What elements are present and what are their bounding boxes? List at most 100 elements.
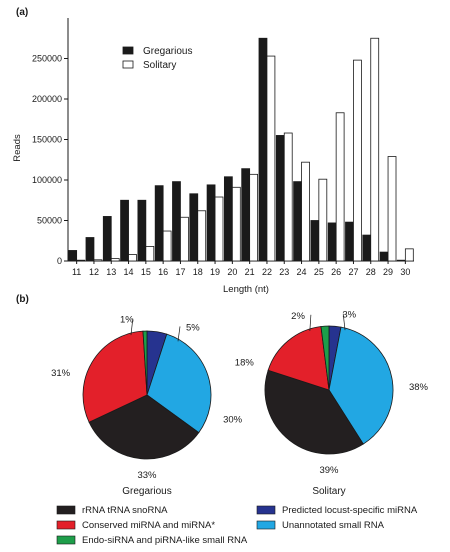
x-tick-label: 30: [400, 267, 410, 277]
pie-solitary: 39% 18% 2% 3% 38% Solitary: [235, 310, 429, 497]
pie-pct-label: 38%: [409, 382, 429, 393]
bar-gregarious-15: [137, 199, 147, 262]
y-tick-label: 250000: [32, 54, 62, 64]
x-tick-label: 17: [175, 267, 185, 277]
x-tick-label: 21: [245, 267, 255, 277]
pie-title: Gregarious: [122, 486, 171, 497]
pie-leader-line: [342, 313, 346, 331]
x-tick-label: 29: [383, 267, 393, 277]
pie-pct-label: 1%: [120, 315, 134, 326]
bar-solitary-19: [214, 196, 224, 262]
pie-title: Solitary: [312, 486, 345, 497]
y-axis-label: Reads: [12, 134, 23, 162]
x-tick-label: 23: [279, 267, 289, 277]
bar-gregarious-25: [310, 220, 320, 262]
x-tick-label: 19: [210, 267, 220, 277]
bar-gregarious-11: [68, 250, 78, 262]
bar-gregarious-18: [189, 193, 199, 262]
bar-gregarious-17: [172, 181, 181, 262]
x-tick-label: 28: [366, 267, 376, 277]
bar-solitary-13: [110, 258, 120, 262]
panel-label-a: (a): [16, 7, 28, 18]
bar-gregarious-13: [102, 216, 112, 262]
bar-solitary-25: [318, 178, 328, 262]
pie-leader-line: [130, 318, 134, 336]
bar-gregarious-20: [223, 176, 233, 262]
pie-charts: 33% 31% 1% 5% 30% Gregarious 39% 18% 2% 3% 38% Soli…: [51, 310, 428, 497]
pie-pct-label: 33%: [137, 470, 157, 481]
bar-legend: Gregarious Solitary: [122, 46, 192, 71]
x-tick-label: 18: [193, 267, 203, 277]
legend-label: Unannotated small RNA: [282, 520, 385, 531]
panel-label-b: (b): [16, 294, 29, 305]
bar-solitary-28: [370, 37, 380, 262]
y-tick-label: 100000: [32, 175, 62, 185]
bar-solitary-15: [145, 246, 155, 262]
pie-pct-label: 39%: [319, 465, 339, 476]
pie-slice-33pct: [88, 394, 200, 460]
legend-label-gregarious: Gregarious: [143, 46, 192, 57]
bar-gregarious-16: [154, 185, 164, 262]
legend-swatch-solitary: [122, 60, 134, 69]
bar-solitary-30: [404, 248, 414, 262]
bar-gregarious-23: [275, 135, 285, 262]
bar-gregarious-30: [396, 259, 406, 262]
bar-gregarious-14: [120, 199, 129, 262]
bar-gregarious-28: [362, 234, 372, 262]
bar-solitary-29: [387, 156, 397, 262]
pie-gregarious: 33% 31% 1% 5% 30% Gregarious: [51, 315, 243, 497]
x-tick-label: 14: [124, 267, 134, 277]
bar-solitary-21: [249, 173, 259, 262]
bar-gregarious-27: [345, 221, 354, 262]
x-tick-label: 27: [348, 267, 358, 277]
bar-gregarious-26: [327, 222, 337, 262]
pie-pct-label: 2%: [291, 311, 305, 322]
pie-leader-line: [309, 314, 312, 332]
x-tick-label: 24: [297, 267, 307, 277]
bar-gregarious-24: [293, 181, 302, 262]
pie-pct-label: 18%: [235, 358, 255, 369]
pie-pct-label: 5%: [186, 322, 200, 333]
pie-slice-18pct: [267, 326, 330, 391]
pie-slice-30pct: [146, 333, 212, 434]
pie-leader-line: [177, 326, 181, 342]
x-tick-label: 25: [314, 267, 324, 277]
x-tick-label: 13: [106, 267, 116, 277]
bar-solitary-26: [335, 112, 345, 262]
bar-gregarious-12: [85, 237, 95, 262]
bar-solitary-24: [301, 161, 310, 262]
pie-pct-label: 31%: [51, 368, 71, 379]
legend-label: rRNA tRNA snoRNA: [82, 505, 168, 516]
legend-label: Endo-siRNA and piRNA-like small RNA: [82, 535, 248, 546]
x-axis-label: Length (nt): [223, 284, 269, 295]
legend-swatch: [256, 520, 276, 530]
legend-swatch-gregarious: [122, 46, 134, 55]
y-tick-label: 150000: [32, 135, 62, 145]
y-tick-label: 50000: [37, 216, 62, 226]
x-tick-label: 22: [262, 267, 272, 277]
pie-slice-1pct: [142, 330, 148, 396]
bar-solitary-11: [76, 259, 86, 262]
x-tick-label: 26: [331, 267, 341, 277]
legend-swatch: [256, 505, 276, 515]
x-tick-label: 16: [158, 267, 168, 277]
legend-label: Conserved miRNA and miRNA*: [82, 520, 215, 531]
pie-pct-label: 3%: [342, 310, 356, 321]
y-tick-label: 200000: [32, 94, 62, 104]
pie-legend: rRNA tRNA snoRNA Conserved miRNA and miRN…: [56, 505, 418, 546]
x-tick-label: 15: [141, 267, 151, 277]
bar-solitary-16: [162, 230, 172, 262]
bar-chart: 0 50000 100000 150000 200000 250000 11 12 13 14 1…: [12, 18, 414, 295]
bar-gregarious-19: [206, 184, 216, 262]
bar-gregarious-22: [258, 37, 268, 262]
x-tick-label: 11: [72, 267, 81, 277]
bar-solitary-14: [128, 254, 137, 262]
bar-solitary-18: [197, 210, 207, 262]
bar-solitary-23: [283, 132, 293, 262]
pie-pct-label: 30%: [223, 415, 243, 426]
bar-gregarious-29: [379, 251, 389, 262]
bar-solitary-27: [353, 59, 362, 262]
legend-label-solitary: Solitary: [143, 60, 176, 71]
pie-slice-2pct: [320, 325, 330, 391]
